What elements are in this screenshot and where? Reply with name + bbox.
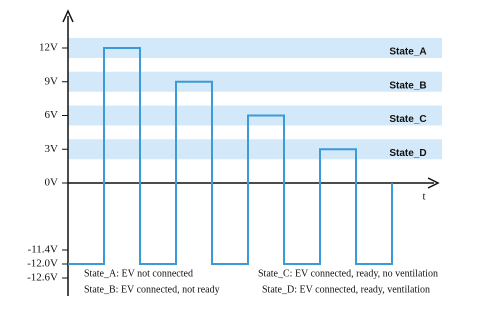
band-label: State_D	[389, 148, 426, 159]
legend-note: State_A: EV not connected	[84, 268, 193, 279]
y-tick-label: -11.4V	[28, 244, 59, 256]
y-tick-label: -12.6V	[27, 272, 58, 284]
signal-line	[68, 47, 393, 265]
y-tick-label: 12V	[39, 42, 58, 54]
legend-note: State_C: EV connected, ready, no ventila…	[258, 268, 438, 279]
x-axis-label: t	[422, 191, 425, 203]
y-axis-arrow	[62, 9, 74, 23]
state-band	[68, 38, 442, 58]
band-label: State_B	[389, 80, 426, 91]
state-band	[68, 139, 442, 160]
y-tick-label: 6V	[45, 109, 59, 121]
legend-note: State_D: EV connected, ready, ventilatio…	[262, 284, 430, 295]
y-tick-label: 3V	[45, 143, 59, 155]
state-band	[68, 71, 442, 92]
y-tick-label: -12.0V	[27, 258, 58, 270]
band-label: State_C	[389, 114, 426, 125]
band-label: State_A	[389, 47, 426, 58]
y-tick-label: 0V	[45, 177, 59, 189]
y-tick-label: 9V	[45, 75, 59, 87]
legend-note: State_B: EV connected, not ready	[84, 284, 220, 295]
x-axis-arrow	[427, 177, 440, 189]
